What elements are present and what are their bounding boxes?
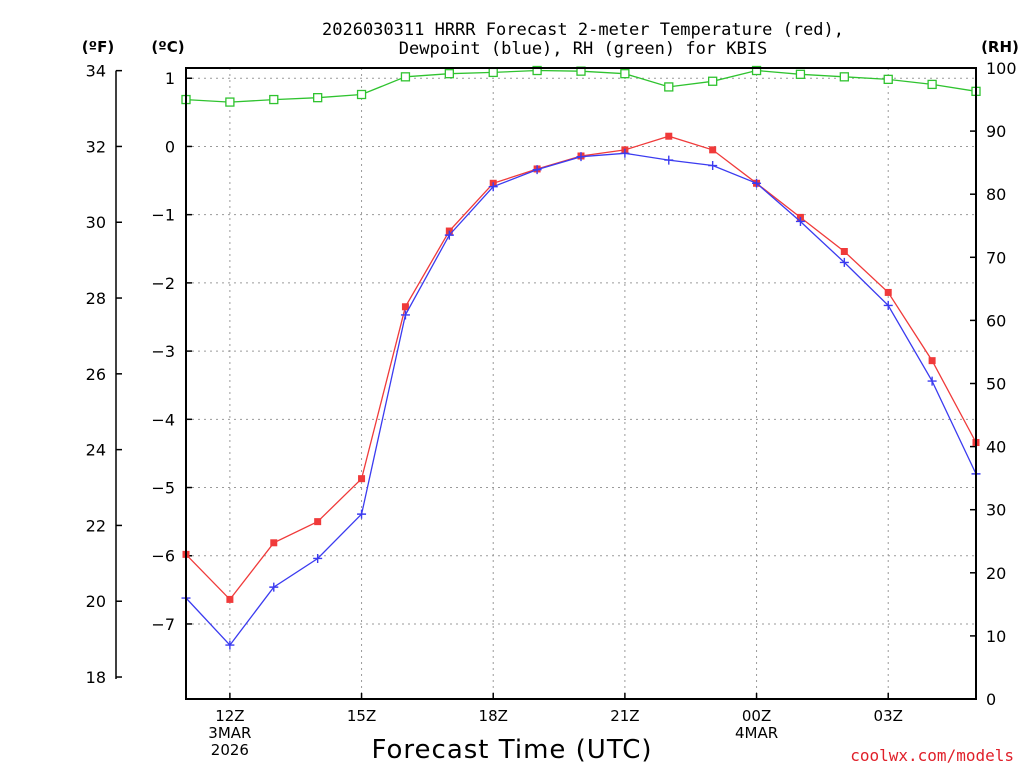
temperature-series-line bbox=[185, 135, 977, 601]
x-tick-label: 15Z bbox=[347, 707, 376, 725]
fahrenheit-tick-label: 30 bbox=[86, 213, 106, 232]
celsius-tick-label: −6 bbox=[151, 547, 175, 566]
temperature-point bbox=[709, 146, 717, 154]
x-axis-title: Forecast Time (UTC) bbox=[371, 735, 652, 765]
plot-frame bbox=[185, 67, 977, 700]
dewpoint-point bbox=[795, 216, 805, 226]
dewpoint-point bbox=[839, 257, 849, 267]
dewpoint-point bbox=[357, 509, 367, 519]
dewpoint-point bbox=[620, 148, 630, 158]
dewpoint-point bbox=[576, 152, 586, 162]
rh-point bbox=[400, 72, 411, 82]
x-tick-label: 18Z bbox=[479, 707, 508, 725]
x-tick-label: 3MAR bbox=[208, 724, 251, 742]
rh-tick-label: 20 bbox=[986, 564, 1006, 583]
celsius-tick-label: −1 bbox=[151, 206, 175, 225]
rh-point bbox=[269, 94, 279, 105]
dewpoint-point bbox=[269, 582, 279, 592]
dewpoint-series-line bbox=[185, 152, 977, 647]
fahrenheit-tick-label: 32 bbox=[86, 137, 106, 156]
rh-tick-label: 40 bbox=[986, 438, 1006, 457]
grid-lines bbox=[186, 68, 976, 699]
dewpoint-point bbox=[927, 376, 937, 386]
rh-tick-label: 30 bbox=[986, 501, 1006, 520]
chart-title-line-1: 2026030311 HRRR Forecast 2-meter Tempera… bbox=[322, 20, 844, 40]
celsius-tick-label: −2 bbox=[151, 274, 175, 293]
x-tick-label: 21Z bbox=[610, 707, 639, 725]
dewpoint-point bbox=[752, 178, 762, 188]
source-credit: coolwx.com/models bbox=[850, 746, 1014, 765]
temperature-point bbox=[401, 303, 409, 311]
temperature-point bbox=[928, 357, 936, 365]
rh-tick-label: 90 bbox=[986, 122, 1006, 141]
celsius-tick-label: −5 bbox=[151, 479, 175, 498]
celsius-tick-label: −7 bbox=[151, 615, 175, 634]
fahrenheit-tick-label: 34 bbox=[86, 62, 106, 81]
fahrenheit-tick-label: 26 bbox=[86, 365, 106, 384]
rh-point bbox=[444, 69, 454, 79]
x-tick-label: 03Z bbox=[874, 707, 903, 725]
temperature-point bbox=[226, 595, 234, 603]
x-tick-label: 4MAR bbox=[735, 724, 778, 742]
dewpoint-point bbox=[313, 553, 323, 563]
rh-point bbox=[795, 69, 806, 79]
rh-point bbox=[488, 67, 498, 78]
dewpoint-point bbox=[400, 310, 410, 320]
dewpoint-point bbox=[664, 155, 674, 165]
rh-point bbox=[225, 97, 235, 107]
celsius-tick-label: 1 bbox=[165, 69, 175, 88]
rh-point bbox=[927, 79, 937, 90]
x-tick-label: 00Z bbox=[742, 707, 771, 725]
x-tick-label: 2026 bbox=[211, 741, 249, 759]
dewpoint-point bbox=[225, 640, 235, 650]
rh-tick-label: 0 bbox=[986, 690, 996, 709]
celsius-tick-label: −3 bbox=[151, 342, 175, 361]
data-series bbox=[181, 65, 981, 650]
rh-tick-label: 70 bbox=[986, 248, 1006, 267]
rh-point bbox=[620, 69, 630, 79]
rh-point bbox=[708, 76, 718, 86]
rh-point bbox=[664, 82, 674, 92]
temperature-point bbox=[665, 132, 673, 140]
rh-point bbox=[751, 65, 762, 76]
temperature-point bbox=[358, 475, 366, 483]
unit-label-fahrenheit: (ºF) bbox=[82, 38, 114, 56]
temperature-point bbox=[270, 539, 278, 547]
fahrenheit-tick-label: 20 bbox=[86, 592, 106, 611]
rh-tick-label: 60 bbox=[986, 311, 1006, 330]
celsius-tick-label: 0 bbox=[165, 137, 175, 156]
rh-point bbox=[313, 93, 323, 103]
fahrenheit-tick-label: 18 bbox=[86, 668, 106, 687]
rh-point bbox=[883, 74, 893, 85]
temperature-point bbox=[314, 518, 322, 526]
fahrenheit-tick-label: 24 bbox=[86, 441, 106, 460]
rh-point bbox=[532, 65, 542, 76]
dewpoint-point bbox=[444, 230, 454, 240]
temperature-point bbox=[840, 248, 848, 256]
fahrenheit-tick-label: 22 bbox=[86, 516, 106, 535]
x-tick-label: 12Z bbox=[215, 707, 244, 725]
unit-label-celsius: (ºC) bbox=[151, 38, 184, 56]
dewpoint-point bbox=[532, 165, 542, 175]
celsius-tick-label: −4 bbox=[151, 410, 175, 429]
rh-tick-label: 50 bbox=[986, 375, 1006, 394]
rh-tick-label: 80 bbox=[986, 185, 1006, 204]
rh-tick-label: 100 bbox=[986, 59, 1017, 78]
chart-title-line-2: Dewpoint (blue), RH (green) for KBIS bbox=[399, 39, 767, 59]
temperature-point bbox=[884, 288, 892, 296]
dewpoint-point bbox=[883, 300, 893, 310]
rh-tick-label: 10 bbox=[986, 627, 1006, 646]
dewpoint-point bbox=[708, 161, 718, 171]
fahrenheit-tick-label: 28 bbox=[86, 289, 106, 308]
axes: 34323028262422201810−1−2−3−4−5−6−7010203… bbox=[86, 59, 1017, 759]
rh-point bbox=[839, 72, 849, 82]
rh-point bbox=[356, 89, 367, 100]
dewpoint-point bbox=[488, 182, 498, 192]
unit-label-rh: (RH) bbox=[981, 38, 1019, 56]
